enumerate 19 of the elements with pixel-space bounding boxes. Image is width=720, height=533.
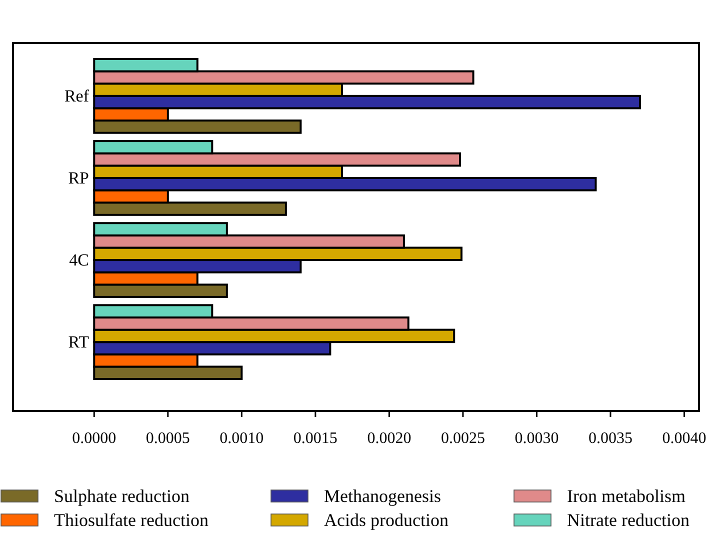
- x-tick-label: 0.0020: [367, 430, 412, 447]
- legend-label: Iron metabolism: [567, 486, 686, 506]
- y-tick-label: Ref: [64, 86, 90, 106]
- legend-label: Methanogenesis: [324, 486, 441, 506]
- x-tick-label: 0.0015: [293, 430, 338, 447]
- x-tick-label: 0.0005: [146, 430, 190, 447]
- y-tick-label: RP: [68, 168, 89, 188]
- x-tick-label: 0.0010: [220, 430, 264, 447]
- legend-label: Thiosulfate reduction: [54, 510, 208, 530]
- x-tick-label: 0.0040: [662, 430, 706, 447]
- legend-label: Nitrate reduction: [567, 510, 690, 530]
- legend-label: Sulphate reduction: [54, 486, 190, 506]
- x-tick-label: 0.0025: [440, 430, 485, 447]
- x-tick-label: 0.0035: [588, 430, 632, 447]
- legend-label: Acids production: [324, 510, 448, 530]
- x-tick-label: 0.0030: [514, 430, 559, 447]
- y-tick-label: RT: [68, 332, 90, 352]
- x-tick-label: 0.0000: [72, 430, 116, 447]
- y-tick-label: 4C: [69, 250, 89, 270]
